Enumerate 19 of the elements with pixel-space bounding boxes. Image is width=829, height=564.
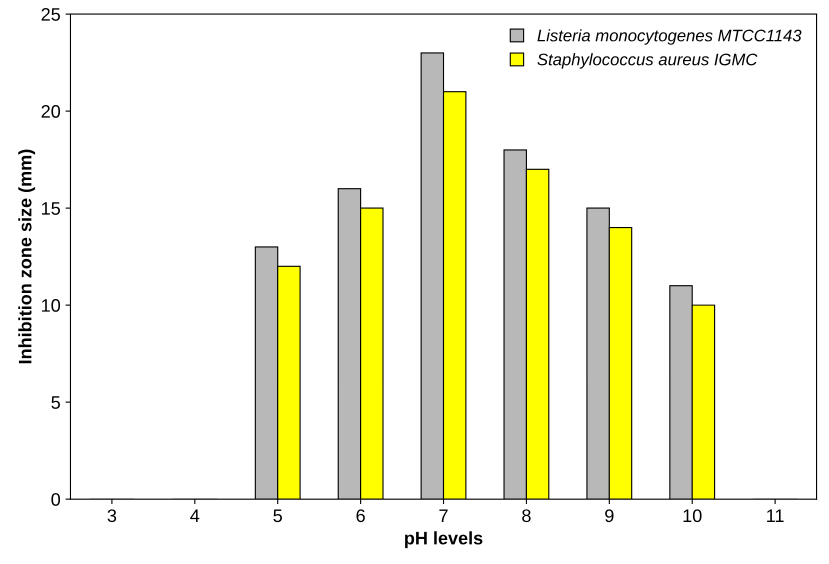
y-axis-title: Inhibition zone size (mm) [18, 150, 36, 364]
x-tick-label: 7 [439, 510, 448, 522]
x-tick-label: 4 [190, 510, 200, 522]
x-tick-label: 5 [273, 510, 282, 522]
y-tick-label: 10 [42, 299, 60, 312]
x-axis-title: pH levels [405, 531, 482, 548]
x-tick-label: 3 [108, 509, 116, 522]
y-tick-label: 5 [51, 396, 60, 409]
x-tick-label: 6 [356, 509, 365, 522]
x-tick-label: 9 [605, 509, 614, 522]
y-tick-label: 20 [42, 105, 60, 118]
y-tick-label: 15 [42, 202, 60, 215]
legend-label: Listeria monocytogenes MTCC1143 [537, 29, 802, 45]
x-tick-label: 10 [684, 509, 702, 522]
legend-label: Staphylococcus aureus IGMC [537, 53, 758, 69]
x-tick-label: 11 [767, 510, 784, 522]
y-tick-label: 25 [42, 8, 60, 21]
x-tick-label: 8 [522, 509, 531, 522]
y-tick-label: 0 [51, 493, 60, 506]
